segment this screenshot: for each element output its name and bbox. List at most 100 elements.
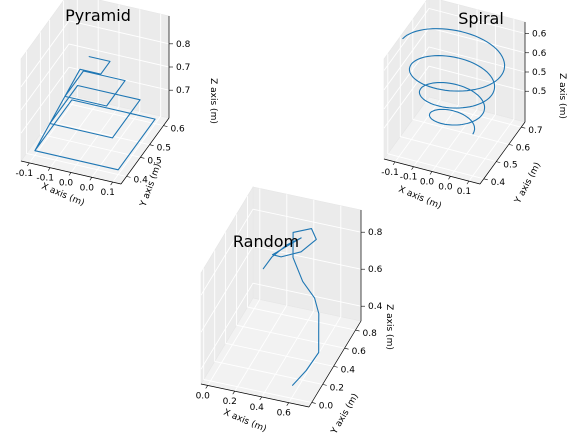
x-grid-line	[394, 0, 441, 163]
z-tick-label: 0.5	[532, 68, 546, 78]
x-grid-line	[468, 19, 515, 182]
left-wall-pane	[383, 0, 430, 160]
y-tick-label: 0.6	[352, 347, 367, 357]
z-grid-line	[20, 20, 170, 88]
x-grid-line	[431, 9, 478, 172]
y-tick-mark	[333, 365, 338, 368]
y-grid-line	[49, 19, 150, 146]
x-grid-line	[413, 4, 459, 167]
x-tick-label: -0.1	[381, 168, 399, 178]
x-tick-label: 0.1	[101, 188, 115, 198]
y-tick-label: 0.6	[516, 143, 531, 153]
z-tick-label: 0.4	[368, 302, 383, 312]
x-tick-label: 0.0	[420, 178, 435, 188]
x-tick-label: 0.0	[59, 179, 74, 189]
data-line	[262, 228, 320, 386]
z-tick-label: 0.7	[176, 63, 190, 73]
z-axis-label: Z axis (m)	[384, 304, 394, 350]
y-grid-line	[424, 2, 522, 128]
x-tick-label: -0.1	[400, 173, 418, 183]
y-tick-label: 0.5	[147, 156, 161, 166]
grid	[20, 0, 170, 183]
x-grid-line	[28, 0, 78, 164]
y-tick-label: 0.0	[319, 401, 334, 411]
y-axis-line	[308, 320, 362, 408]
x-tick-mark	[47, 167, 51, 171]
x-tick-label: 0.2	[223, 397, 237, 407]
pyramid-plot: -0.1 -0.1 0.0 0.0 0.10.40.50.50.60.70.70.8X …	[16, 0, 218, 209]
y-tick-mark	[483, 178, 488, 181]
y-grid-line	[39, 32, 141, 158]
z-grid-line	[200, 208, 362, 296]
x-tick-mark	[429, 171, 433, 175]
spiral-plot: -0.1 -0.1 0.0 0.0 0.10.40.50.60.70.50.50.60.…	[381, 0, 567, 212]
x-tick-label: -0.1	[16, 169, 34, 179]
y-grid-line	[63, 0, 164, 127]
y-axis-label: Y axis (m)	[329, 392, 361, 437]
x-tick-mark	[27, 162, 30, 167]
left-wall-pane	[200, 185, 254, 386]
y-tick-label: 0.6	[170, 125, 185, 135]
y-tick-label: 0.4	[134, 175, 149, 185]
x-tick-mark	[110, 181, 113, 186]
x-tick-mark	[411, 166, 414, 170]
x-axis-line	[200, 383, 310, 408]
x-grid-line	[234, 194, 288, 392]
z-grid-line	[200, 245, 362, 333]
x-tick-label: -0.1	[36, 174, 54, 184]
grid	[200, 188, 362, 403]
back-wall-pane	[252, 186, 362, 322]
x-tick-label: 0.0	[438, 182, 453, 192]
y-grid-line	[247, 196, 356, 331]
y-tick-label: 0.4	[341, 365, 356, 375]
x-grid-line	[49, 0, 99, 168]
z-axis-label: Z axis (m)	[208, 78, 218, 124]
y-tick-mark	[521, 126, 526, 129]
z-tick-label: 0.5	[532, 87, 546, 97]
y-grid-line	[387, 53, 484, 180]
z-tick-label: 0.6	[368, 265, 383, 275]
y-grid-line	[399, 36, 497, 163]
y-grid-line	[26, 51, 127, 177]
chart-title: Pyramid	[65, 6, 131, 25]
x-grid-line	[70, 4, 120, 173]
z-tick-label: 0.8	[368, 228, 383, 238]
x-tick-mark	[89, 177, 93, 181]
y-grid-line	[214, 250, 323, 385]
y-tick-label: 0.2	[330, 383, 344, 393]
x-tick-mark	[259, 396, 262, 401]
z-grid-line	[20, 66, 170, 134]
x-tick-label: 0.0	[196, 391, 211, 401]
y-tick-label: 0.4	[491, 178, 506, 188]
y-tick-mark	[126, 176, 131, 178]
y-grid-line	[236, 214, 345, 349]
y-tick-mark	[322, 384, 327, 386]
y-tick-mark	[149, 144, 154, 146]
x-tick-mark	[466, 180, 470, 185]
z-tick-label: 0.8	[176, 40, 191, 50]
x-tick-mark	[448, 176, 451, 180]
x-tick-mark	[392, 161, 396, 166]
y-tick-mark	[508, 144, 513, 146]
z-tick-label: 0.6	[532, 30, 547, 40]
z-grid-line	[383, 46, 526, 110]
x-axis-label: X axis (m)	[397, 185, 443, 212]
z-grid-line	[20, 43, 170, 111]
y-axis-line	[120, 117, 170, 185]
z-grid-line	[383, 27, 526, 91]
x-tick-mark	[232, 391, 235, 395]
data-line	[34, 56, 156, 171]
x-grid-line	[91, 9, 141, 178]
z-axis-label: Z axis (m)	[557, 73, 567, 119]
y-tick-label: 0.7	[528, 126, 542, 136]
y-tick-label: 0.8	[363, 329, 378, 339]
z-grid-line	[383, 7, 526, 71]
x-tick-label: 0.6	[277, 409, 292, 419]
y-grid-line	[203, 268, 312, 403]
data-line	[402, 28, 506, 135]
y-tick-mark	[496, 161, 501, 163]
y-tick-label: 0.5	[503, 161, 517, 171]
y-grid-line	[412, 19, 509, 145]
y-tick-mark	[163, 125, 168, 127]
